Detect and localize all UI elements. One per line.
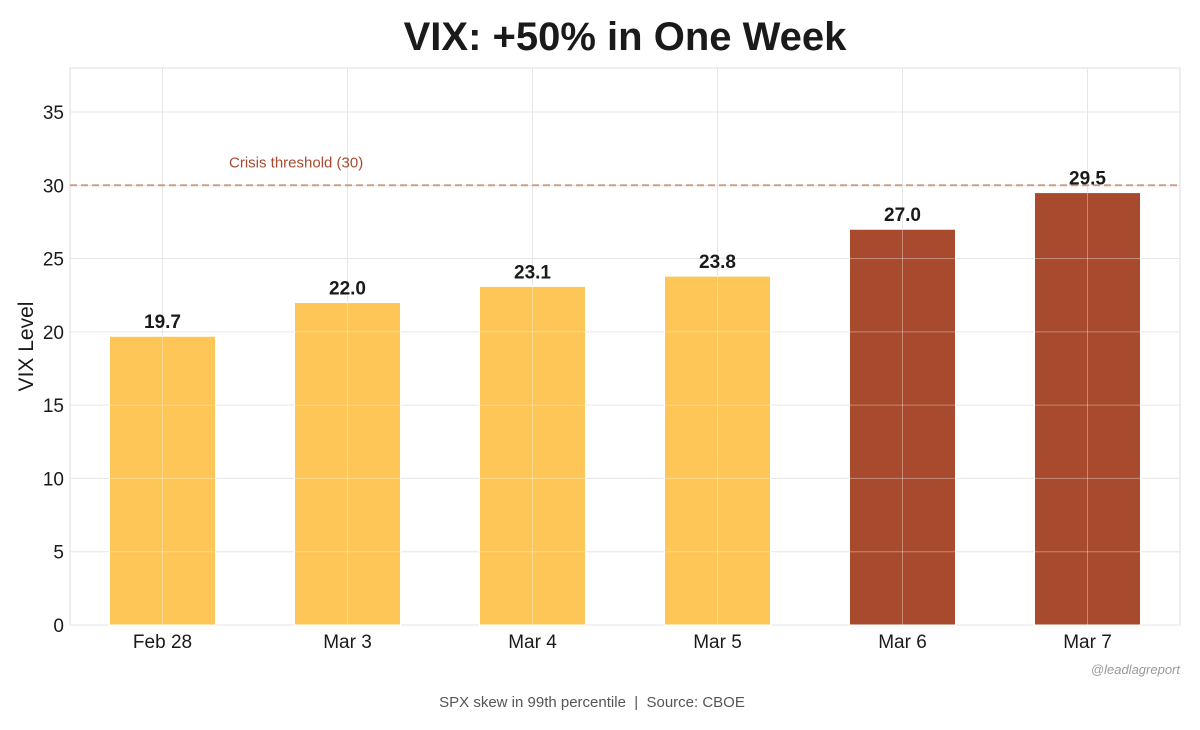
bar-value-label: 27.0 — [884, 205, 921, 226]
watermark: @leadlagreport — [1091, 662, 1181, 677]
chart-title: VIX: +50% in One Week — [404, 15, 848, 59]
bar-value-label: 23.8 — [699, 252, 736, 273]
grid-lines — [70, 68, 1180, 626]
plot-area-frame — [69, 67, 1181, 626]
threshold-group: Crisis threshold (30) — [70, 154, 1180, 187]
y-tick-label: 15 — [43, 396, 64, 417]
y-tick-label: 25 — [43, 250, 64, 271]
bar-value-label: 19.7 — [144, 312, 181, 333]
x-tick-label: Mar 5 — [693, 632, 742, 653]
x-tick-label: Feb 28 — [133, 632, 192, 653]
y-tick-label: 20 — [43, 323, 64, 344]
bars — [109, 192, 1141, 626]
bar-mar-7 — [1034, 192, 1141, 626]
bar-mar-5 — [664, 275, 771, 626]
threshold-label: Crisis threshold (30) — [229, 154, 363, 171]
x-tick-label: Mar 4 — [508, 632, 557, 653]
bar-mar-6 — [849, 228, 956, 626]
bar-mar-4 — [479, 285, 586, 626]
bar-mar-3 — [294, 302, 401, 626]
y-tick-label: 10 — [43, 469, 64, 490]
y-tick-label: 0 — [53, 616, 64, 637]
source-footnote: SPX skew in 99th percentile | Source: CB… — [439, 694, 745, 711]
y-tick-label: 5 — [53, 543, 64, 564]
bar-value-labels: 19.7 22.0 23.1 23.8 27.0 29.5 — [144, 169, 1106, 334]
x-axis-ticks: Feb 28 Mar 3 Mar 4 Mar 5 Mar 6 Mar 7 — [133, 632, 1112, 653]
bar-feb-28 — [109, 335, 216, 626]
x-tick-label: Mar 7 — [1063, 632, 1112, 653]
x-tick-label: Mar 6 — [878, 632, 927, 653]
y-tick-label: 30 — [43, 176, 64, 197]
y-tick-label: 35 — [43, 103, 64, 124]
y-axis-label: VIX Level — [15, 302, 38, 392]
bar-value-label: 23.1 — [514, 262, 551, 283]
x-tick-label: Mar 3 — [323, 632, 372, 653]
bar-value-label: 29.5 — [1069, 169, 1106, 190]
bar-value-label: 22.0 — [329, 279, 366, 300]
y-axis-ticks: 0 5 10 15 20 25 30 35 — [43, 103, 64, 637]
